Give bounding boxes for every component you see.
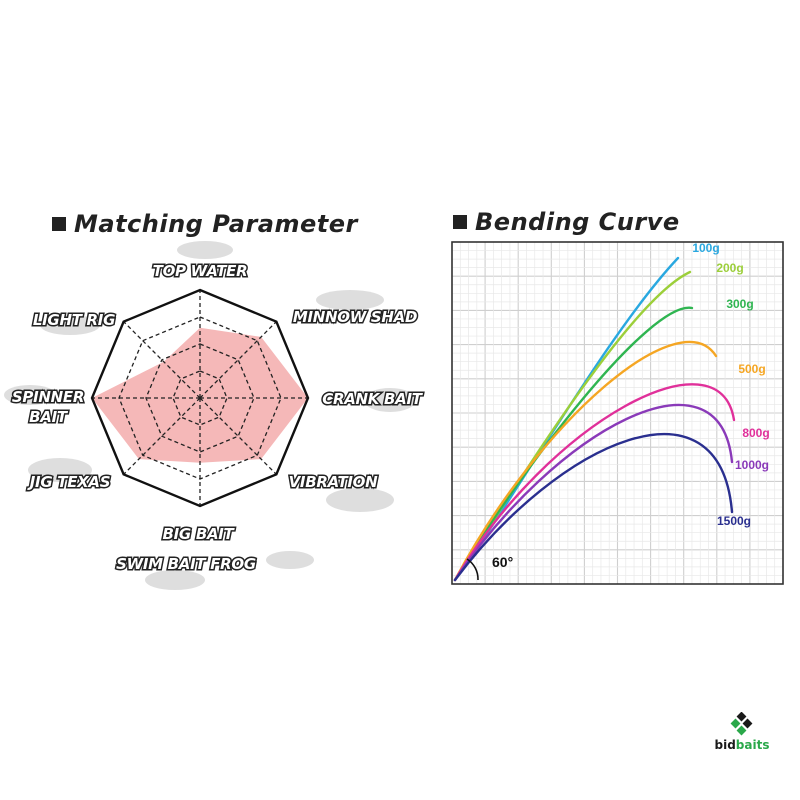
brand-name: bidbaits xyxy=(712,738,772,752)
radar-axis-label: JIG TEXAS xyxy=(27,473,110,491)
bending-curve-series xyxy=(453,306,694,582)
radar-title-text: Matching Parameter xyxy=(74,210,358,238)
angle-arc xyxy=(466,558,479,581)
radar-chart-title: Matching Parameter xyxy=(52,210,358,238)
brand-logo: bidbaits xyxy=(712,712,772,752)
lure-silhouette-icon xyxy=(316,290,384,310)
radar-axis-label: BIG BAIT xyxy=(162,525,235,543)
title-square-icon xyxy=(52,217,66,231)
lure-silhouette-icon xyxy=(177,241,233,259)
radar-axis-label: VIBRATION xyxy=(289,473,379,491)
radar-axis-label: SPINNER xyxy=(12,388,84,406)
series-label: 500g xyxy=(738,362,765,376)
radar-axis-label: BAIT xyxy=(29,408,69,426)
radar-outer-ring xyxy=(90,288,310,508)
lure-silhouette-icon xyxy=(145,570,205,590)
lure-silhouette-icon xyxy=(28,458,92,482)
radar-axis-label: SWIM BAIT FROG xyxy=(116,555,256,573)
bending-curve-series xyxy=(453,383,736,582)
title-square-icon xyxy=(453,215,467,229)
radar-spoke xyxy=(123,321,201,399)
angle-label: 60° xyxy=(492,554,513,570)
series-label: 1500g xyxy=(717,514,751,528)
series-label: 100g xyxy=(692,241,719,255)
lure-silhouette-icon xyxy=(326,488,394,512)
brand-logo-icon xyxy=(730,712,753,736)
bending-title-text: Bending Curve xyxy=(475,208,680,236)
radar-spoke xyxy=(199,397,277,475)
radar-spoke xyxy=(199,321,277,399)
brand-name-a: bid xyxy=(714,738,736,752)
radar-axis-label: LIGHT RIG xyxy=(33,311,115,329)
lure-silhouette-icon xyxy=(40,315,100,335)
bending-curve-series xyxy=(453,404,734,582)
radar-spoke xyxy=(123,397,201,475)
series-label: 800g xyxy=(742,426,769,440)
series-label: 200g xyxy=(716,261,743,275)
bending-chart-title: Bending Curve xyxy=(453,208,680,236)
radar-axis-label: MINNOW SHAD xyxy=(293,308,417,326)
series-label: 1000g xyxy=(735,458,769,472)
lure-silhouette-icon xyxy=(364,388,416,412)
plot-frame xyxy=(451,241,784,585)
radar-grid-ring xyxy=(145,343,255,453)
lure-silhouette-icon xyxy=(266,551,314,569)
lure-silhouette-icon xyxy=(4,385,56,405)
bending-curve-series xyxy=(453,432,734,582)
series-label: 300g xyxy=(726,297,753,311)
bending-curve-series xyxy=(453,341,718,582)
radar-axis-label: CRANK BAIT xyxy=(322,390,423,408)
radar-axis-label: TOP WATER xyxy=(153,262,248,280)
brand-name-b: baits xyxy=(735,738,770,752)
